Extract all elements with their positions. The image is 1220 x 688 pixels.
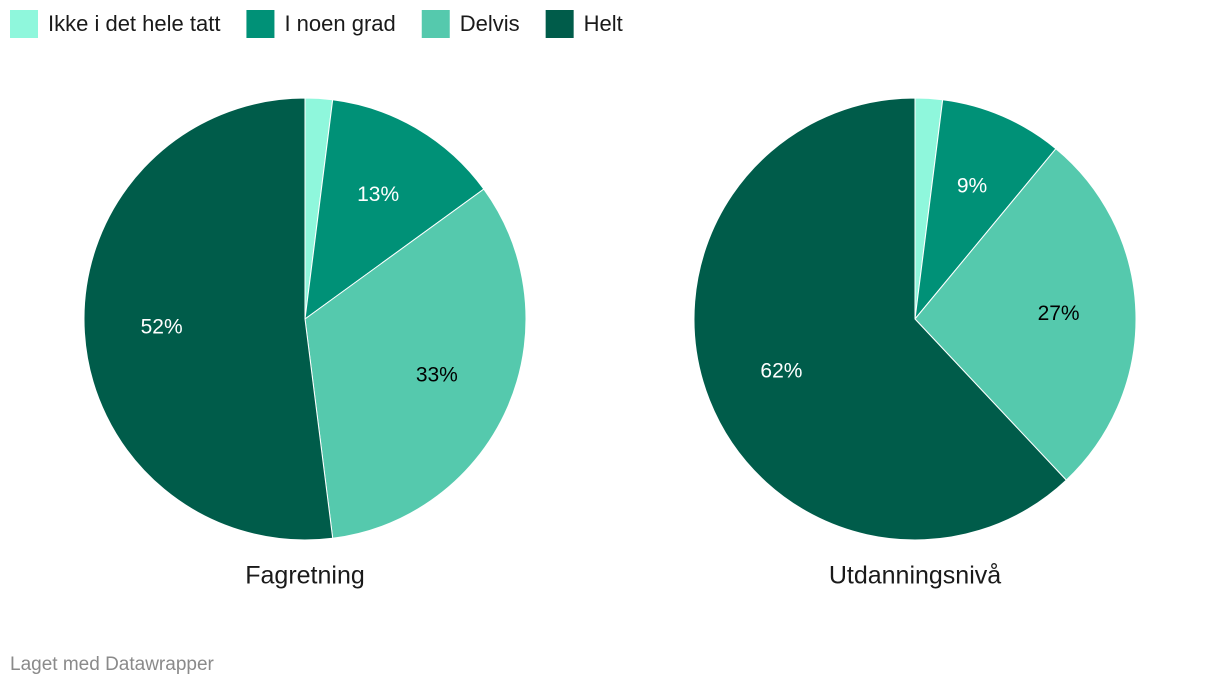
value-label: 27%: [1038, 302, 1080, 325]
footer: Laget med Datawrapper: [10, 654, 215, 675]
legend-swatch: [421, 10, 450, 38]
value-label: 33%: [416, 364, 458, 387]
legend-swatch: [246, 10, 275, 38]
legend-label: Ikke i det hele tatt: [48, 11, 220, 36]
pie-slice: [304, 188, 527, 539]
pie-slice: [693, 97, 1067, 541]
legend-swatch: [545, 10, 574, 38]
pie-slice: [83, 97, 334, 541]
pie-slice: [304, 99, 485, 321]
chart-title: Utdanningsnivå: [829, 562, 1001, 590]
legend-swatch: [10, 10, 38, 38]
legend-label: I noen grad: [284, 11, 395, 36]
value-label: 62%: [760, 359, 802, 382]
value-label: 52%: [141, 316, 183, 339]
chart-title: Fagretning: [245, 562, 365, 590]
legend-label: Helt: [584, 11, 623, 36]
pie-slice: [914, 148, 1137, 481]
value-label: 9%: [957, 175, 987, 198]
pie-slice: [914, 99, 1057, 321]
value-label: 13%: [357, 183, 399, 206]
legend-label: Delvis: [460, 11, 520, 36]
